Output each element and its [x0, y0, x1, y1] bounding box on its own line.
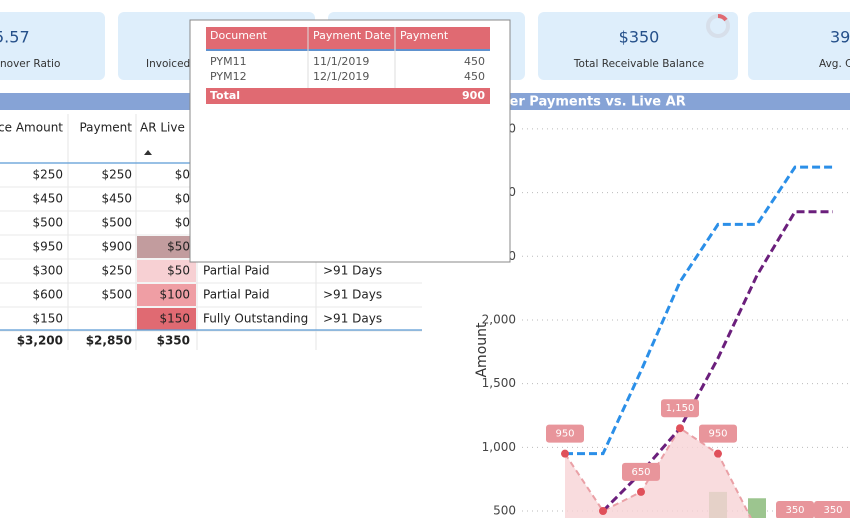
- data-label: 350: [823, 505, 842, 516]
- data-label: 950: [555, 429, 574, 440]
- y-tick-label: 2,000: [482, 312, 516, 326]
- kpi-label: Total Receivable Balance: [573, 58, 704, 70]
- y-tick-label: 1,500: [482, 376, 516, 390]
- tooltip-cell: 12/1/2019: [313, 70, 369, 83]
- table-cell: $0: [175, 216, 190, 230]
- live-ar-point: [676, 424, 684, 433]
- table-cell: $250: [101, 264, 132, 278]
- donut-icon: [717, 14, 728, 22]
- table-cell: Partial Paid: [203, 288, 270, 302]
- data-label-box: [699, 424, 737, 443]
- table-cell: $150: [159, 312, 190, 326]
- tooltip-header-cell: Payment: [400, 29, 449, 42]
- column-header: AR Live: [140, 121, 185, 135]
- table-cell: $600: [32, 288, 63, 302]
- data-label: 1,150: [666, 403, 695, 414]
- table-cell: >91 Days: [323, 312, 382, 326]
- ar-live-cell: [137, 212, 196, 234]
- total-cell: $3,200: [17, 334, 63, 348]
- table-cell: $250: [32, 168, 63, 182]
- column-header: Payment: [79, 121, 132, 135]
- sort-arrow: [144, 150, 152, 155]
- tooltip: [189, 19, 511, 263]
- table-cell: $250: [101, 168, 132, 182]
- table-cell: $500: [32, 216, 63, 230]
- table-cell: $450: [32, 192, 63, 206]
- ar-live-cell: [137, 164, 196, 186]
- live-ar-point: [599, 506, 607, 515]
- data-label-box: [776, 501, 814, 518]
- chart-title: mer Payments vs. Live AR: [496, 95, 686, 110]
- data-label-box: [546, 424, 584, 443]
- ar-live-cell: [137, 260, 196, 282]
- data-label-box: [814, 501, 850, 518]
- table-cell: Fully Outstanding: [203, 312, 308, 326]
- payment-bar: [748, 498, 766, 518]
- table-cell: Partial Paid: [203, 264, 270, 278]
- live-ar-point: [637, 487, 645, 496]
- total-cell: $350: [157, 334, 190, 348]
- tooltip-total-label: Total: [210, 89, 240, 102]
- cumulative-line: [565, 165, 833, 456]
- tooltip-cell: 11/1/2019: [313, 55, 369, 68]
- live-ar-area: [565, 428, 833, 518]
- table-cell: $50: [167, 240, 190, 254]
- tooltip-header-cell: Payment Date: [313, 29, 391, 42]
- y-axis-label: Amount: [474, 322, 490, 378]
- kpi-label: Invoiced: [146, 58, 190, 70]
- kpi-card: [538, 12, 738, 80]
- tooltip-header-cell: Document: [210, 29, 268, 42]
- live-ar-point: [561, 449, 569, 458]
- table-cell: $0: [175, 192, 190, 206]
- y-tick-label: 500: [493, 503, 516, 517]
- kpi-value: 5.57: [0, 28, 30, 47]
- ar-live-cell: [137, 284, 196, 306]
- table-cell: >91 Days: [323, 264, 382, 278]
- kpi-card: [0, 12, 105, 80]
- tooltip-header: [206, 27, 490, 49]
- table-cell: $500: [101, 288, 132, 302]
- total-cell: $2,850: [86, 334, 132, 348]
- kpi-label: Avg. Collec: [819, 58, 850, 70]
- data-label-box: [622, 462, 660, 481]
- table-cell: $50: [167, 264, 190, 278]
- tooltip-cell: PYM12: [210, 70, 247, 83]
- kpi-card: [748, 12, 850, 80]
- data-label-box: [661, 399, 699, 418]
- kpi-label: nover Ratio: [0, 58, 60, 70]
- tooltip-total-value: 900: [462, 89, 485, 102]
- column-header: ce Amount: [0, 121, 63, 135]
- data-label: 650: [631, 467, 650, 478]
- table-cell: $900: [101, 240, 132, 254]
- data-label: 350: [785, 505, 804, 516]
- table-cell: $300: [32, 264, 63, 278]
- table-cell: $0: [175, 168, 190, 182]
- table-cell: $100: [159, 288, 190, 302]
- ar-live-cell: [137, 308, 196, 330]
- table-cell: $500: [101, 216, 132, 230]
- table-cell: >91 Days: [323, 288, 382, 302]
- table-cell: $150: [32, 312, 63, 326]
- tooltip-cell: 450: [464, 55, 485, 68]
- header-band: [445, 93, 850, 110]
- live-ar-point: [714, 449, 722, 458]
- kpi-value: 39: [830, 28, 850, 47]
- live-ar-line: [564, 426, 752, 518]
- table-cell: $950: [32, 240, 63, 254]
- tooltip-total: [206, 88, 490, 104]
- kpi-value: $350: [619, 28, 660, 47]
- ar-live-cell: [137, 236, 196, 258]
- table-cell: $450: [101, 192, 132, 206]
- tooltip-cell: 450: [464, 70, 485, 83]
- y-tick-label: 1,000: [482, 440, 516, 454]
- tooltip-cell: PYM11: [210, 55, 247, 68]
- data-label: 950: [708, 429, 727, 440]
- ar-live-cell: [137, 188, 196, 210]
